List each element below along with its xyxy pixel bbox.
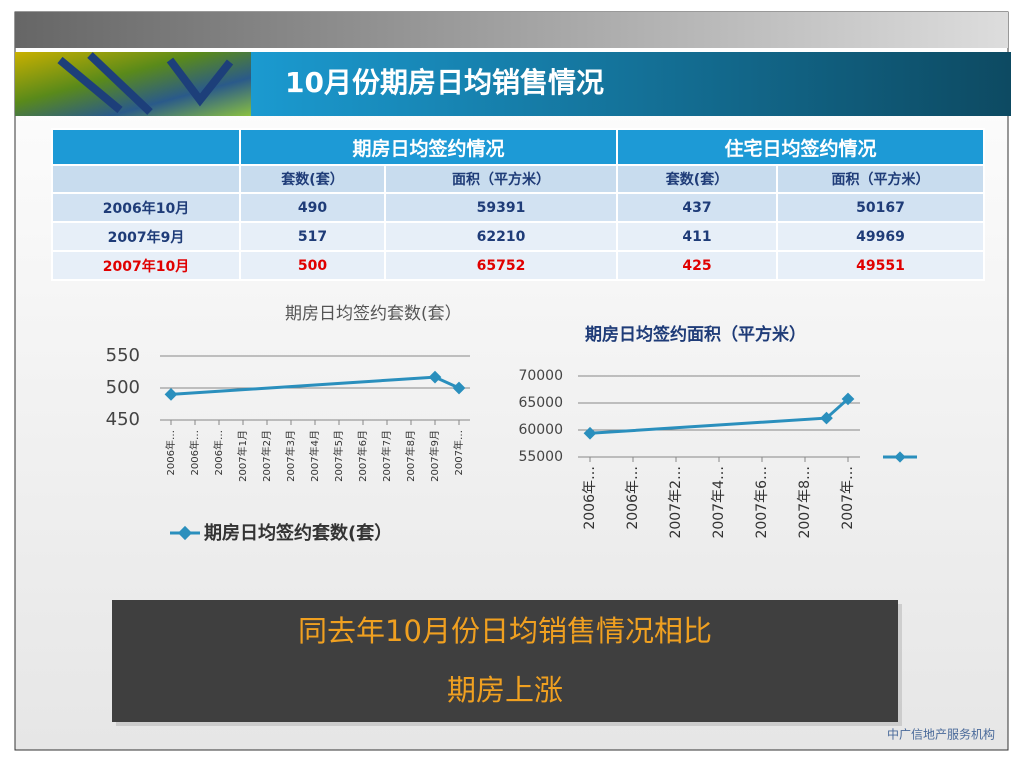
table-cell: 49551 [776,250,985,281]
table-cell: 425 [616,250,778,281]
x-tick-label: 2007年7月 [380,430,393,482]
empty-header [51,128,241,166]
table-cell: 65752 [384,250,618,281]
banner-image-shape [57,52,234,115]
table-cell: 50167 [776,192,985,223]
data-point [428,370,442,384]
x-tick-label: 2007年9月 [428,430,441,482]
table-cell: 500 [239,250,386,281]
x-tick-label: 2006年… [582,466,598,530]
data-point [164,388,178,401]
x-tick-label: 2007年8… [797,466,813,539]
table-row: 2007年10月 500 65752 425 49551 [51,250,985,281]
legend-marker [894,451,906,463]
group-header: 期房日均签约情况 [239,128,618,166]
x-tick-label: 2007年2月 [260,430,273,482]
table-cell: 517 [239,221,386,252]
y-tick-label: 70000 [518,368,563,384]
table-subheader-row: 套数(套） 面积（平方米） 套数(套） 面积（平方米） [51,164,985,194]
x-tick-label: 2006年… [625,466,641,530]
x-tick-label: 2007年6月 [356,430,369,482]
y-tick-label: 550 [106,345,140,366]
x-tick-label: 2006年… [164,430,177,475]
x-tick-label: 2007年1月 [236,430,249,482]
chart-title: 期房日均签约面积（平方米） [585,324,806,345]
row-label: 2007年9月 [51,221,241,252]
table-row: 2006年10月 490 59391 437 50167 [51,192,985,223]
x-tick-label: 2007年3月 [284,430,297,482]
x-tick-label: 2007年… [840,466,856,530]
x-tick-label: 2007年6… [754,466,770,539]
callout-text: 期房上涨 [447,673,563,707]
footer: 中广信地产服务机构 [887,727,995,742]
data-point [452,381,466,395]
table-cell: 490 [239,192,386,223]
table-header-row: 期房日均签约情况 住宅日均签约情况 [51,128,985,166]
callout-text: 同去年10月份日均销售情况相比 [298,614,712,648]
table-cell: 411 [616,221,778,252]
legend-label: 期房日均签约套数(套） [204,522,392,544]
y-tick-label: 450 [106,409,140,430]
row-label: 2007年10月 [51,250,241,281]
slide-title: 10月份期房日均销售情况 [285,66,604,99]
title-banner [251,52,1011,116]
group-header: 住宅日均签约情况 [616,128,985,166]
subheader: 套数(套） [616,164,778,194]
table-cell: 59391 [384,192,618,223]
x-tick-label: 2006年… [188,430,201,475]
x-tick-label: 2007年4… [711,466,727,539]
chart-title: 期房日均签约套数(套） [285,304,462,324]
y-tick-label: 500 [106,377,140,398]
subheader: 面积（平方米） [384,164,618,194]
row-label: 2006年10月 [51,192,241,223]
subheader: 面积（平方米） [776,164,985,194]
y-tick-label: 55000 [518,449,563,465]
y-tick-label: 60000 [518,422,563,438]
table-row: 2007年9月 517 62210 411 49969 [51,221,985,252]
x-tick-label: 2007年8月 [404,430,417,482]
top-bar [15,12,1008,48]
table-cell: 49969 [776,221,985,252]
x-tick-label: 2007年4月 [308,430,321,482]
subheader: 套数(套） [239,164,386,194]
callout-box [112,600,898,722]
x-tick-label: 2007年2… [668,466,684,539]
x-tick-label: 2007年… [452,430,465,475]
table-cell: 62210 [384,221,618,252]
data-table: 期房日均签约情况 住宅日均签约情况 套数(套） 面积（平方米） 套数(套） 面积… [51,128,985,281]
empty-cell [51,164,241,194]
legend-marker [177,525,193,541]
y-tick-label: 65000 [518,395,563,411]
x-tick-label: 2007年5月 [332,430,345,482]
x-tick-label: 2006年… [212,430,225,475]
table-cell: 437 [616,192,778,223]
